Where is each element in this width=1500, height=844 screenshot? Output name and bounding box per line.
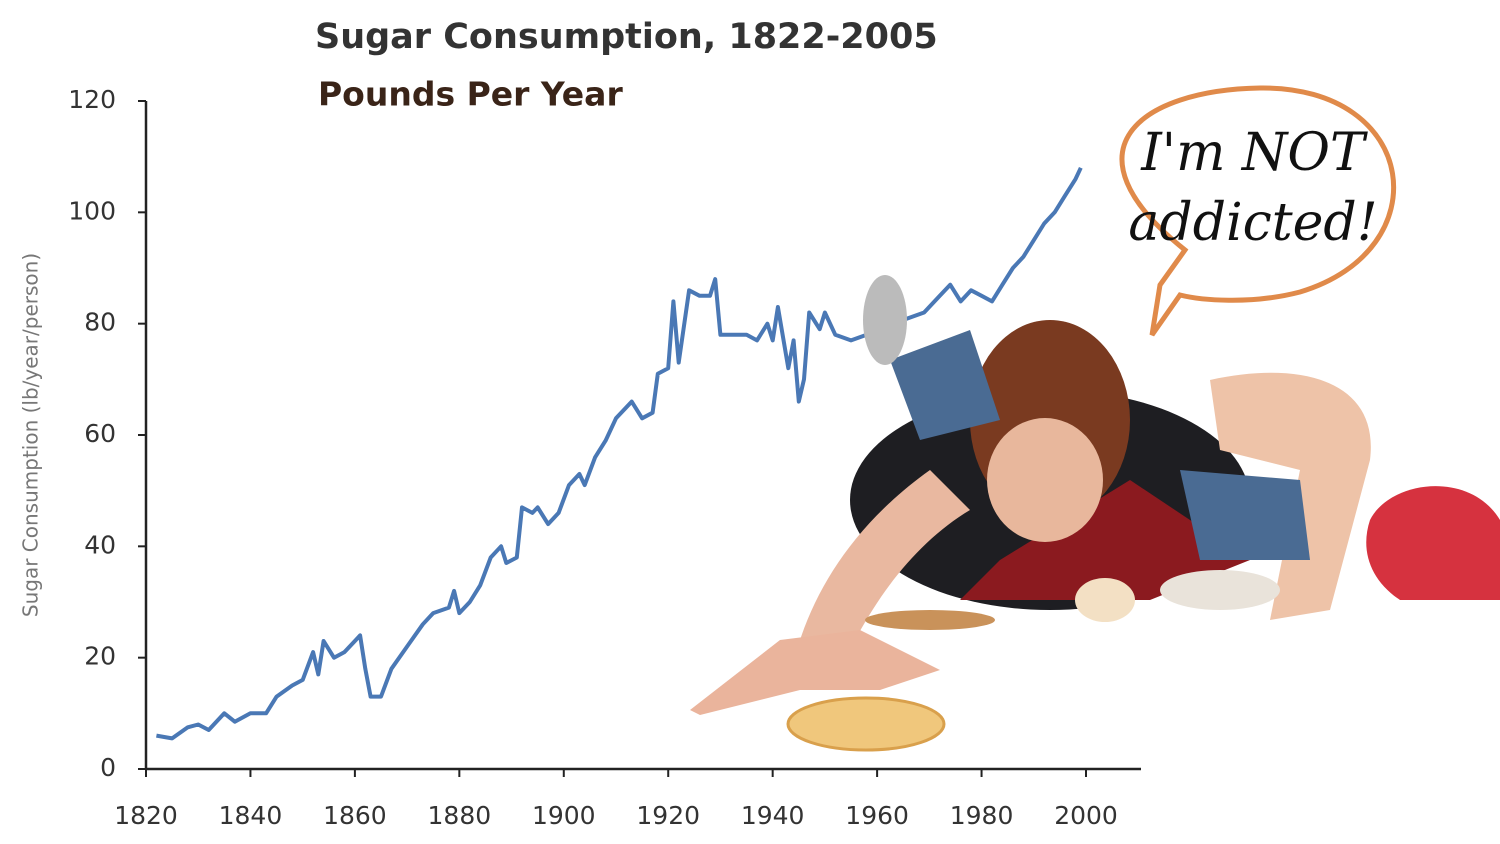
x-tick-label: 1940 [741,801,805,830]
y-tick-label: 120 [68,85,116,114]
x-tick-label: 1820 [114,801,178,830]
y-axis-label: Sugar Consumption (lb/year/person) [19,253,43,617]
x-tick-label: 1960 [845,801,909,830]
speech-bubble-text: I'm NOT addicted! [1128,123,1378,253]
y-tick-label: 40 [84,530,116,559]
y-tick-label: 20 [84,642,116,671]
chart-title: Sugar Consumption, 1822-2005 [315,17,938,57]
x-tick-label: 1920 [636,801,700,830]
x-tick-label: 1980 [950,801,1014,830]
y-tick-label: 0 [100,753,116,782]
y-tick-label: 80 [84,308,116,337]
x-tick-label: 1840 [219,801,283,830]
x-tick-label: 1900 [532,801,596,830]
data-line [156,166,1083,741]
x-tick-label: 1880 [428,801,492,830]
y-tick-label: 60 [84,419,116,448]
photo [690,275,1500,752]
chart-subtitle: Pounds Per Year [318,75,623,114]
speech-bubble [1119,85,1397,337]
y-tick-label: 100 [68,196,116,225]
x-tick-label: 2000 [1054,801,1118,830]
x-tick-label: 1860 [323,801,387,830]
